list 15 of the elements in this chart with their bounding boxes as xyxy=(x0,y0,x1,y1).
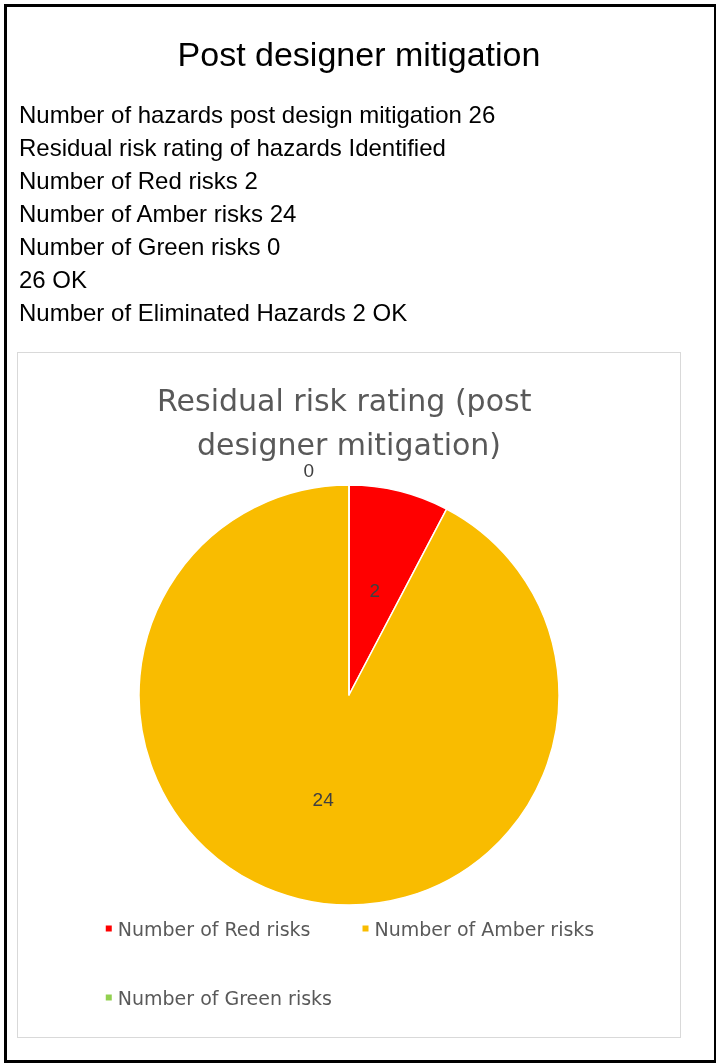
chart-title: Residual risk rating (post designer mitigation) xyxy=(157,382,541,462)
legend-label: Number of Red risks xyxy=(117,917,311,940)
text: 26 OK xyxy=(19,265,89,295)
legend-label: Number of Green risks xyxy=(117,986,332,1009)
text: Number of Red risks 2 xyxy=(19,166,259,196)
text: 0 xyxy=(303,459,314,481)
text: Number of Eliminated Hazards 2 OK xyxy=(19,298,409,328)
legend-label: Number of Amber risks xyxy=(374,917,595,940)
data-label: 2 xyxy=(369,579,381,601)
text: Post designer mitigation xyxy=(176,35,542,74)
text: Number of hazards post design mitigation 26 xyxy=(19,100,497,130)
text: Number of Amber risks 24 xyxy=(19,199,298,229)
data-label: 24 xyxy=(312,789,335,811)
text: Residual risk rating of hazards Identified xyxy=(19,133,447,163)
text: Number of Green risks 0 xyxy=(19,232,282,262)
